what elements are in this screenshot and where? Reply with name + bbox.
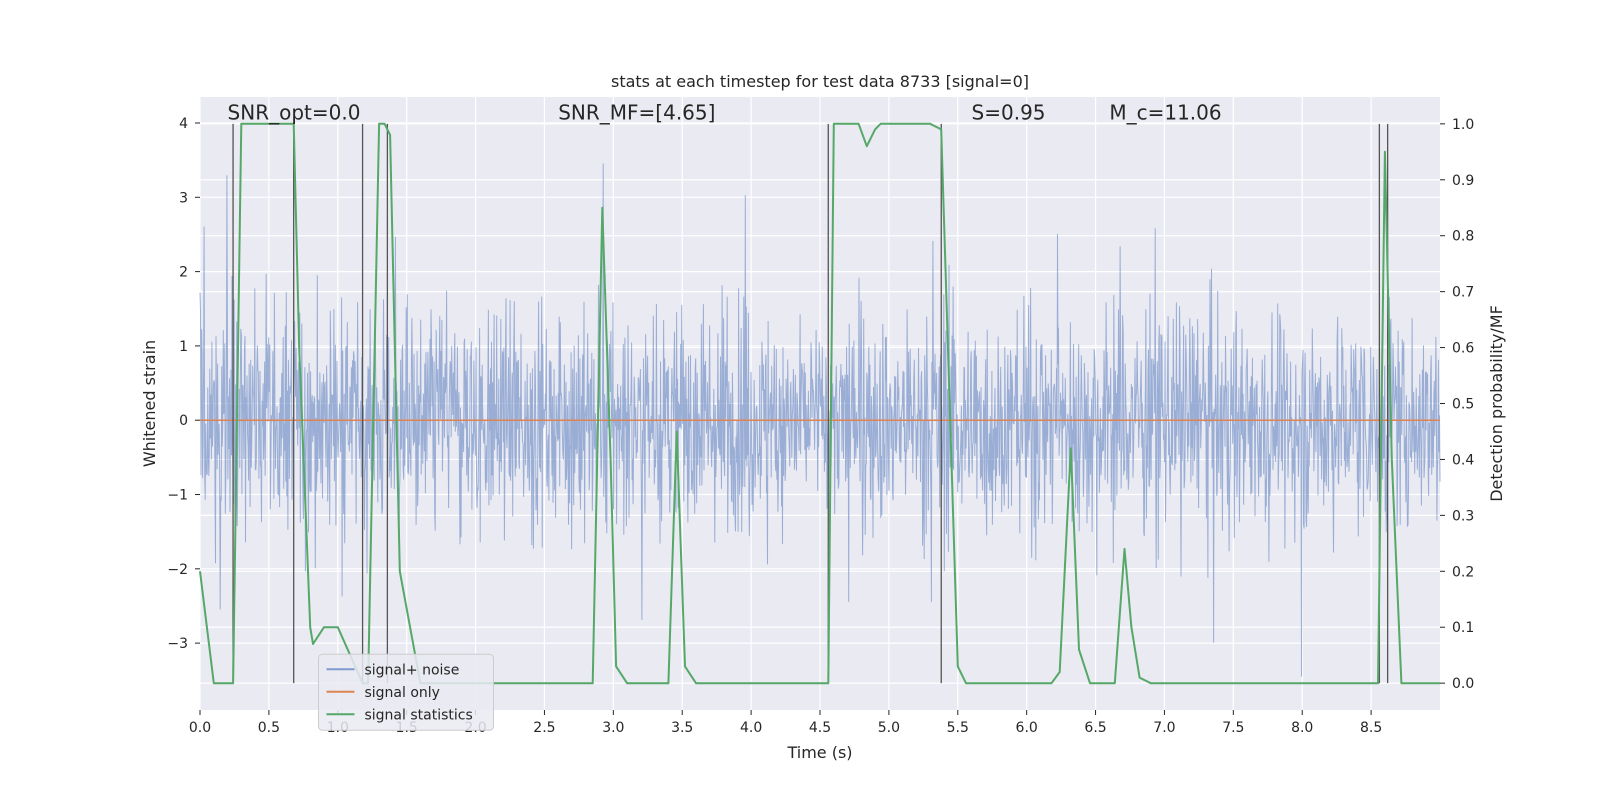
x-tick-label: 5.0 bbox=[878, 720, 900, 736]
legend-entry-signal-noise: signal+ noise bbox=[364, 662, 459, 678]
y-left-tick-label: 3 bbox=[179, 190, 188, 206]
y-left-tick-label: 4 bbox=[179, 116, 188, 132]
y-left-tick-label: 0 bbox=[179, 413, 188, 429]
x-tick-label: 6.5 bbox=[1084, 720, 1106, 736]
legend-entry-signal-statistics: signal statistics bbox=[364, 707, 472, 723]
legend-box bbox=[317, 653, 494, 731]
y-right-tick-label: 0.4 bbox=[1452, 452, 1474, 468]
x-tick-label: 7.5 bbox=[1222, 720, 1244, 736]
y-left-tick-label: −3 bbox=[167, 636, 188, 652]
annotations: SNR_opt=0.0 SNR_MF=[4.65] S=0.95 M_c=11.06 bbox=[228, 100, 1222, 124]
x-tick-label: 7.0 bbox=[1153, 720, 1175, 736]
x-tick-label: 0.0 bbox=[189, 720, 211, 736]
x-tick-label: 6.0 bbox=[1016, 720, 1038, 736]
legend-entry-signal-only: signal only bbox=[364, 685, 439, 701]
x-tick-label: 4.5 bbox=[809, 720, 831, 736]
y-axis-label-right: Detection probability/MF bbox=[1487, 305, 1506, 502]
signal-statistics-line bbox=[199, 122, 1440, 685]
x-axis-label: Time (s) bbox=[786, 743, 852, 762]
annotation: S=0.95 bbox=[972, 100, 1046, 124]
y-right-tick-label: 0.5 bbox=[1452, 397, 1474, 413]
x-tick-label: 5.5 bbox=[947, 720, 969, 736]
x-tick-label: 0.5 bbox=[258, 720, 280, 736]
chart-title: stats at each timestep for test data 873… bbox=[611, 72, 1029, 91]
x-tick-label: 4.0 bbox=[740, 720, 762, 736]
x-tick-label: 3.0 bbox=[602, 720, 624, 736]
y-right-tick-label: 0.2 bbox=[1452, 564, 1474, 580]
series-signal-statistics bbox=[199, 122, 1440, 685]
x-tick-label: 8.5 bbox=[1360, 720, 1382, 736]
y-axis-left: −3 −2 −1 0 1 2 3 4 bbox=[167, 116, 200, 652]
y-left-tick-label: 1 bbox=[179, 339, 188, 355]
y-right-tick-label: 0.1 bbox=[1452, 620, 1474, 636]
annotation: SNR_MF=[4.65] bbox=[558, 100, 715, 124]
series-signal-noise bbox=[199, 163, 1441, 677]
y-left-tick-label: −2 bbox=[167, 562, 188, 578]
noise-trace bbox=[199, 163, 1441, 677]
annotation: SNR_opt=0.0 bbox=[228, 100, 361, 124]
y-axis-right: 0.0 0.1 0.2 0.3 0.4 0.5 0.6 0.7 0.8 0.9 1.0 bbox=[1440, 117, 1474, 692]
legend: signal+ noise signal only signal statist… bbox=[317, 653, 494, 731]
x-tick-label: 2.5 bbox=[533, 720, 555, 736]
y-left-tick-label: 2 bbox=[179, 265, 188, 281]
y-right-tick-label: 1.0 bbox=[1452, 117, 1474, 133]
y-axis-label-left: Whitened strain bbox=[140, 340, 159, 467]
y-right-tick-label: 0.7 bbox=[1452, 285, 1474, 301]
y-right-tick-label: 0.3 bbox=[1452, 508, 1474, 524]
x-tick-label: 8.0 bbox=[1291, 720, 1313, 736]
annotation: M_c=11.06 bbox=[1109, 100, 1221, 124]
y-right-tick-label: 0.6 bbox=[1452, 341, 1474, 357]
y-right-tick-label: 0.0 bbox=[1452, 676, 1474, 692]
y-right-tick-label: 0.8 bbox=[1452, 229, 1474, 245]
x-tick-label: 3.5 bbox=[671, 720, 693, 736]
y-right-tick-label: 0.9 bbox=[1452, 173, 1474, 189]
y-left-tick-label: −1 bbox=[167, 488, 188, 504]
